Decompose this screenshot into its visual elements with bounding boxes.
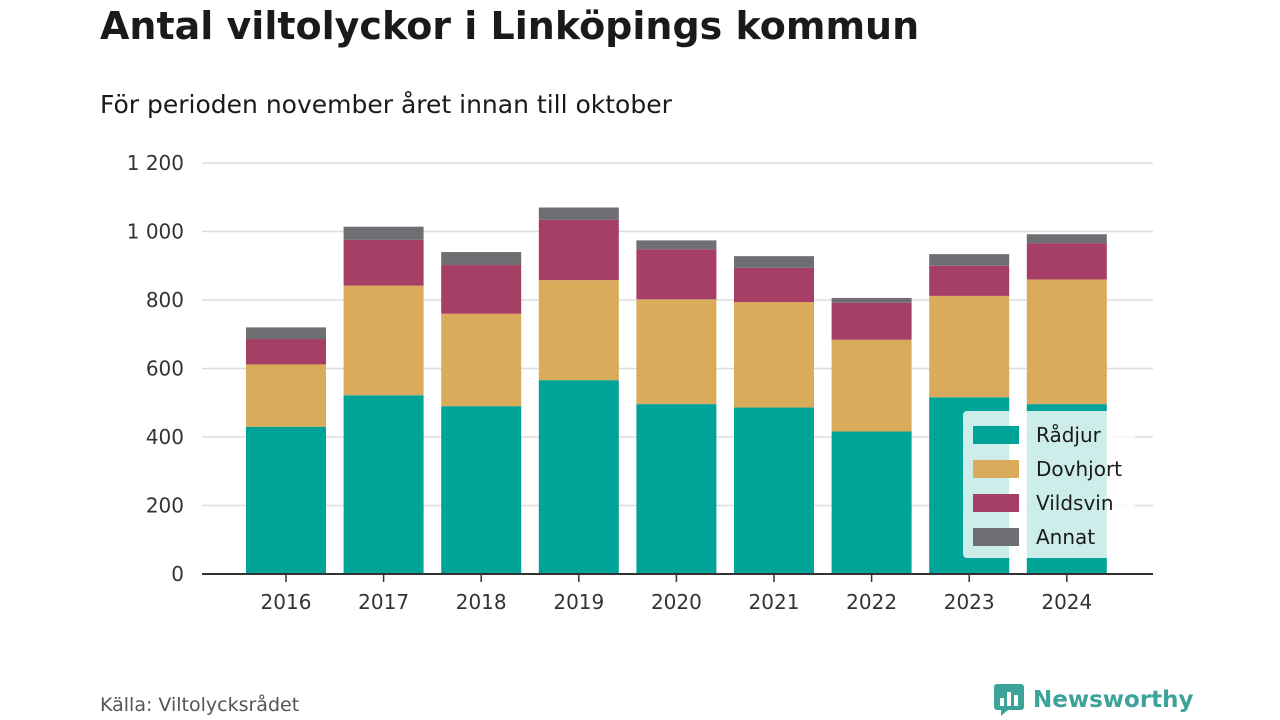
legend-swatch	[973, 494, 1019, 512]
bar-segment-dovhjort	[246, 364, 326, 427]
bar-segment-vildsvin	[734, 267, 814, 303]
brand-name: Newsworthy	[1033, 687, 1194, 713]
legend-label: Vildsvin	[1036, 491, 1114, 515]
x-tick-label: 2021	[749, 590, 800, 614]
legend-label: Dovhjort	[1036, 457, 1122, 481]
bar-segment-annat	[441, 252, 522, 266]
x-tick-label: 2017	[358, 590, 409, 614]
bar-segment-rådjur	[538, 380, 619, 574]
bar-segment-rådjur	[734, 407, 814, 574]
source-note: Källa: Viltolycksrådet	[100, 694, 300, 716]
bar-segment-vildsvin	[246, 339, 326, 365]
bar-segment-rådjur	[246, 426, 326, 574]
legend-label: Annat	[1036, 525, 1095, 549]
legend-swatch	[973, 528, 1019, 546]
bar-segment-dovhjort	[441, 313, 522, 407]
x-tick-label: 2020	[651, 590, 702, 614]
x-tick-label: 2016	[261, 590, 312, 614]
bar-segment-annat	[929, 254, 1010, 266]
x-tick-label: 2018	[456, 590, 507, 614]
y-tick-label: 0	[171, 562, 184, 586]
bar-segment-dovhjort	[929, 295, 1010, 398]
x-tick-label: 2019	[553, 590, 604, 614]
brand-logo[interactable]: Newsworthy	[993, 683, 1194, 717]
bar-segment-vildsvin	[831, 302, 912, 340]
legend-box	[963, 411, 1135, 558]
bar-segment-dovhjort	[831, 339, 912, 432]
legend-label: Rådjur	[1036, 423, 1102, 447]
x-tick-label: 2022	[846, 590, 897, 614]
bar-segment-annat	[246, 327, 326, 340]
bar-segment-rådjur	[636, 404, 717, 574]
bar-segment-vildsvin	[1026, 243, 1107, 280]
bar-segment-dovhjort	[1026, 279, 1107, 405]
x-tick-label: 2024	[1041, 590, 1092, 614]
y-tick-label: 600	[146, 357, 184, 381]
y-tick-label: 400	[146, 425, 184, 449]
bar-segment-dovhjort	[636, 299, 717, 405]
bar-segment-rådjur	[343, 395, 424, 574]
newsworthy-logo-icon	[994, 684, 1024, 716]
legend-swatch	[973, 460, 1019, 478]
bar-segment-vildsvin	[929, 265, 1010, 296]
y-tick-label: 1 000	[127, 220, 184, 244]
y-tick-label: 800	[146, 288, 184, 312]
bar-segment-annat	[1026, 234, 1107, 244]
bar-segment-vildsvin	[441, 265, 522, 314]
bar-segment-annat	[831, 297, 912, 303]
bar-segment-annat	[538, 207, 619, 220]
bar-segment-vildsvin	[636, 249, 717, 300]
bar-segment-annat	[636, 240, 717, 250]
bar-segment-rådjur	[441, 406, 522, 574]
bar-segment-vildsvin	[343, 239, 424, 286]
bar-segment-dovhjort	[343, 285, 424, 396]
x-tick-label: 2023	[944, 590, 995, 614]
bar-segment-annat	[343, 226, 424, 240]
y-tick-label: 200	[146, 494, 184, 518]
y-tick-label: 1 200	[127, 151, 184, 175]
bar-segment-rådjur	[831, 431, 912, 574]
legend-swatch	[973, 426, 1019, 444]
bar-segment-dovhjort	[538, 280, 619, 381]
bar-segment-annat	[734, 256, 814, 268]
bar-segment-dovhjort	[734, 302, 814, 408]
bar-segment-vildsvin	[538, 219, 619, 281]
chart-title: Antal viltolyckor i Linköpings kommun	[100, 4, 920, 48]
chart-subtitle: För perioden november året innan till ok…	[100, 90, 672, 119]
